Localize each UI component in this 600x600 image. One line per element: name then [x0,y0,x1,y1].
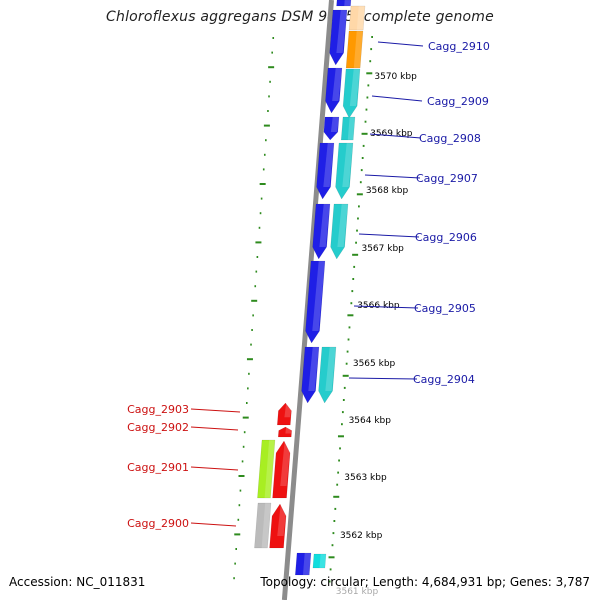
forward-gene-label[interactable]: Cagg_2908 [419,132,481,145]
reverse-gene-cds [272,440,291,499]
gene-shading [332,68,342,101]
gene-shading [337,204,348,247]
reverse-gene-cds [277,402,292,426]
reverse-gene-cds [269,503,287,549]
forward-gene-cds [336,0,352,7]
scale-label: 3561 kbp [336,587,379,597]
forward-gene-label[interactable]: Cagg_2907 [416,172,478,185]
forward-gene-cds [329,9,348,66]
gene-leader-line [190,426,239,431]
reverse-gene-cds [254,502,272,549]
gene-shading [325,347,336,391]
forward-gene-cds [345,30,364,69]
forward-gene-label[interactable]: Cagg_2906 [415,231,477,244]
gene-shading [302,553,311,575]
gene-shading [336,10,347,53]
gene-shading [277,504,287,536]
gene-leader-line [364,174,421,179]
forward-gene-cds [295,552,312,576]
forward-gene-cds [316,142,335,200]
reverse-gene-cds [257,439,276,499]
forward-gene-label[interactable]: Cagg_2904 [413,373,475,386]
gene-leader-line [371,95,423,102]
gene-shading [284,403,292,418]
scale-label: 3567 kbp [361,244,404,254]
scale-label: 3568 kbp [366,186,409,196]
forward-gene-cds [301,346,320,404]
gene-shading [356,6,365,30]
gene-leader-line [190,466,239,471]
forward-gene-cds [340,116,356,141]
genome-stats-text: Topology: circular; Length: 4,684,931 bp… [260,575,590,589]
forward-gene-cds [312,203,331,260]
reverse-gene-label[interactable]: Cagg_2902 [127,421,189,434]
gene-shading [285,427,292,434]
gene-shading [347,117,355,140]
scale-label: 3566 kbp [357,301,400,311]
gene-leader-line [377,41,424,47]
accession-text: Accession: NC_011831 [9,575,146,589]
reverse-gene-label[interactable]: Cagg_2901 [127,461,189,474]
gene-shading [261,503,271,548]
forward-gene-label[interactable]: Cagg_2910 [428,40,490,53]
gene-shading [264,440,275,498]
gene-leader-line [369,133,422,139]
reverse-gene-label[interactable]: Cagg_2903 [127,403,189,416]
reverse-gene-label[interactable]: Cagg_2900 [127,517,189,530]
scale-label: 3569 kbp [370,129,413,139]
scale-label: 3563 kbp [344,473,387,483]
forward-gene-cds [335,142,354,200]
gene-shading [319,204,330,247]
scale-label: 3570 kbp [374,72,417,82]
gene-shading [330,117,339,132]
forward-gene-cds [318,346,337,404]
gene-shading [312,261,325,331]
forward-gene-cds [325,67,343,114]
forward-gene-cds [342,68,361,119]
gene-shading [344,0,351,6]
gene-shading [308,347,319,391]
gene-shading [319,554,326,568]
gene-shading [280,441,291,486]
scale-label: 3565 kbp [353,359,396,369]
scale-label: 3562 kbp [340,531,383,541]
gene-leader-line [353,305,419,309]
reverse-gene-cds [277,426,292,438]
map-title: Chloroflexus aggregans DSM 9485, complet… [106,9,494,25]
forward-gene-label[interactable]: Cagg_2905 [414,302,476,315]
forward-gene-cds [312,553,327,569]
gene-leader-line [190,408,241,413]
forward-gene-cds [330,203,349,260]
forward-gene-cds [323,116,340,141]
forward-gene-cds [305,260,326,344]
gene-leader-line [190,522,237,527]
gene-shading [353,31,363,68]
gene-leader-line [348,377,418,380]
gene-leader-line [358,233,420,238]
gene-shading [349,69,360,106]
forward-gene-mrna [348,5,366,31]
gene-shading [342,143,353,187]
gene-shading [323,143,334,187]
scale-label: 3564 kbp [349,416,392,426]
forward-gene-label[interactable]: Cagg_2909 [427,95,489,108]
